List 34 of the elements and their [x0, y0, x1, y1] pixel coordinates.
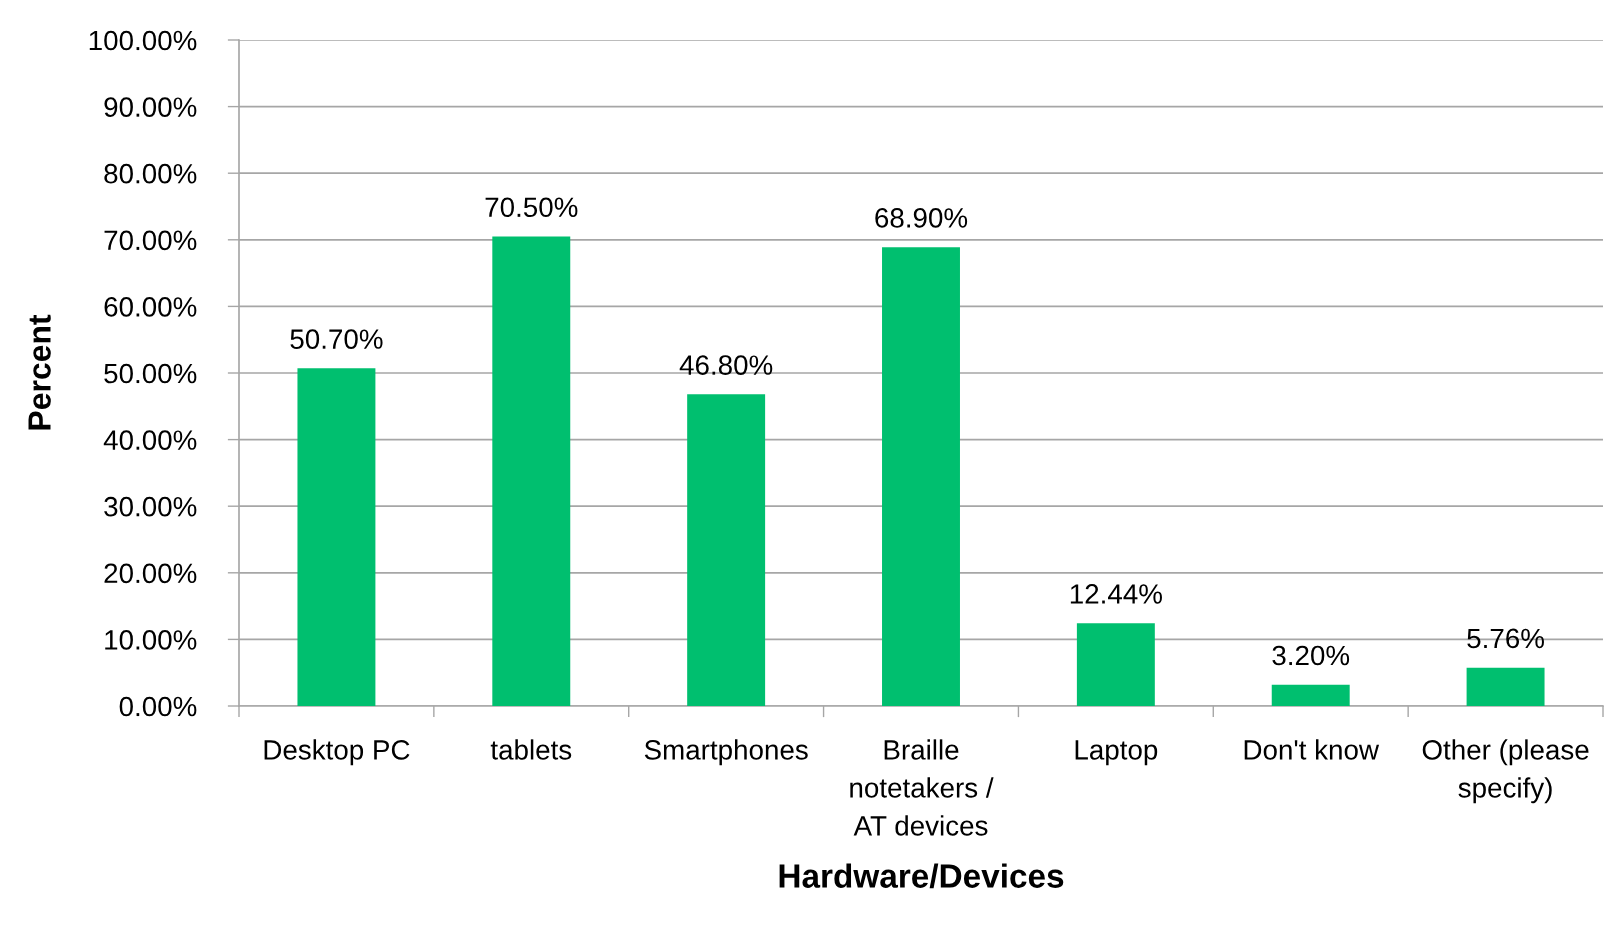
y-tick-label: 10.00% — [105, 630, 197, 650]
x-axis-title: Hardware/Devices — [779, 863, 1064, 889]
data-label: 12.44% — [1070, 584, 1162, 604]
y-axis-title: Percent — [28, 314, 51, 430]
x-tick-label: Other (please specify) — [1422, 739, 1589, 804]
x-tick-label: Don't know — [1244, 739, 1380, 760]
y-tick-label: 90.00% — [104, 97, 197, 117]
y-tick-label: 40.00% — [103, 430, 197, 450]
x-tick-label: Desktop PC — [264, 739, 410, 766]
bar — [297, 368, 376, 706]
y-tick-label: 80.00% — [104, 163, 197, 184]
y-tick-label: 20.00% — [104, 563, 197, 584]
x-tick-label: Braille notetakers / AT devices — [850, 739, 994, 836]
y-tick-label: 100.00% — [89, 30, 197, 51]
data-label: 5.76% — [1467, 628, 1544, 649]
data-label: 50.70% — [290, 329, 383, 349]
bar — [882, 247, 960, 706]
y-tick-label: 70.00% — [104, 230, 197, 251]
x-tick-label: Laptop — [1075, 740, 1158, 766]
data-label: 46.80% — [679, 355, 773, 375]
y-tick-label: 30.00% — [104, 496, 197, 517]
x-tick-label: tablets — [490, 739, 572, 760]
x-tick-label: Smartphones — [644, 739, 808, 766]
bar — [687, 394, 766, 706]
bar — [492, 236, 571, 706]
bar — [1466, 667, 1545, 706]
y-tick-label: 60.00% — [104, 297, 197, 317]
bar — [1271, 684, 1350, 706]
y-tick-label: 0.00% — [119, 696, 197, 717]
y-tick-label: 50.00% — [104, 363, 197, 384]
data-label: 68.90% — [875, 208, 968, 228]
data-label: 3.20% — [1272, 645, 1350, 666]
data-label: 70.50% — [485, 197, 578, 218]
bar — [1076, 623, 1155, 706]
